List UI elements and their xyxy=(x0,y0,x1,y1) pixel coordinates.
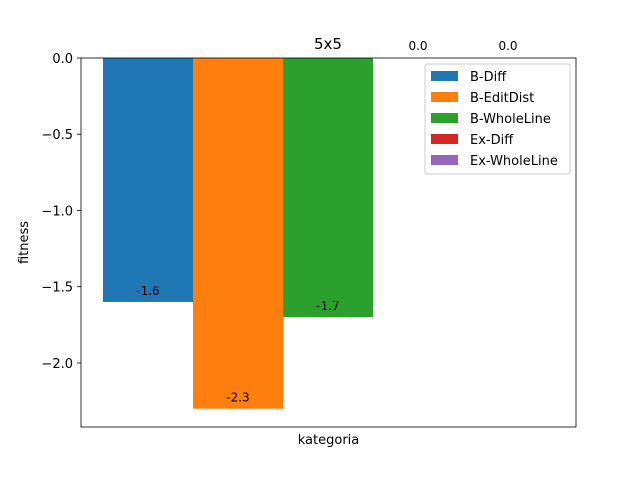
legend-label-b-wholeline: B-WholeLine xyxy=(470,112,551,127)
bar-value-label-b-diff: -1.6 xyxy=(136,284,159,298)
y-axis: 0.0 −0.5 −1.0 −1.5 −2.0 xyxy=(41,52,81,372)
bar-b-wholeline xyxy=(283,58,373,318)
legend-label-ex-diff: Ex-Diff xyxy=(470,133,514,148)
y-tick-label: −1.5 xyxy=(41,281,73,296)
bar-value-label-ex-wholeline: 0.0 xyxy=(498,39,517,53)
plot-frame xyxy=(80,57,577,428)
bar-b-diff xyxy=(103,58,193,302)
bar-b-editdist xyxy=(193,58,283,409)
legend-label-b-diff: B-Diff xyxy=(470,70,507,85)
bar-value-label-b-editdist: -2.3 xyxy=(226,391,249,405)
y-tick-label: −1.0 xyxy=(41,204,73,219)
y-tick-label: −2.0 xyxy=(41,357,73,372)
legend-box xyxy=(424,63,571,175)
legend-swatch-b-editdist xyxy=(431,92,458,102)
y-tick-label: −0.5 xyxy=(41,128,73,143)
legend-swatch-b-wholeline xyxy=(431,113,458,123)
legend-swatch-ex-wholeline xyxy=(431,155,458,165)
y-tick-label: 0.0 xyxy=(52,52,73,67)
bar-value-label-b-wholeline: -1.7 xyxy=(316,299,339,313)
bar-value-label-ex-diff: 0.0 xyxy=(408,39,427,53)
bar-labels-layer: -1.6 -2.3 -1.7 0.0 0.0 xyxy=(136,39,517,405)
legend-label-b-editdist: B-EditDist xyxy=(470,91,534,106)
legend-label-ex-wholeline: Ex-WholeLine xyxy=(470,154,558,169)
legend: B-Diff B-EditDist B-WholeLine Ex-Diff Ex-Who… xyxy=(424,63,571,175)
y-axis-label: fitness xyxy=(17,221,32,264)
x-axis-label: kategoria xyxy=(298,433,360,448)
legend-swatch-ex-diff xyxy=(431,134,458,144)
chart-title: 5x5 xyxy=(314,35,342,53)
bars-layer xyxy=(103,58,373,409)
legend-swatch-b-diff xyxy=(431,71,458,81)
